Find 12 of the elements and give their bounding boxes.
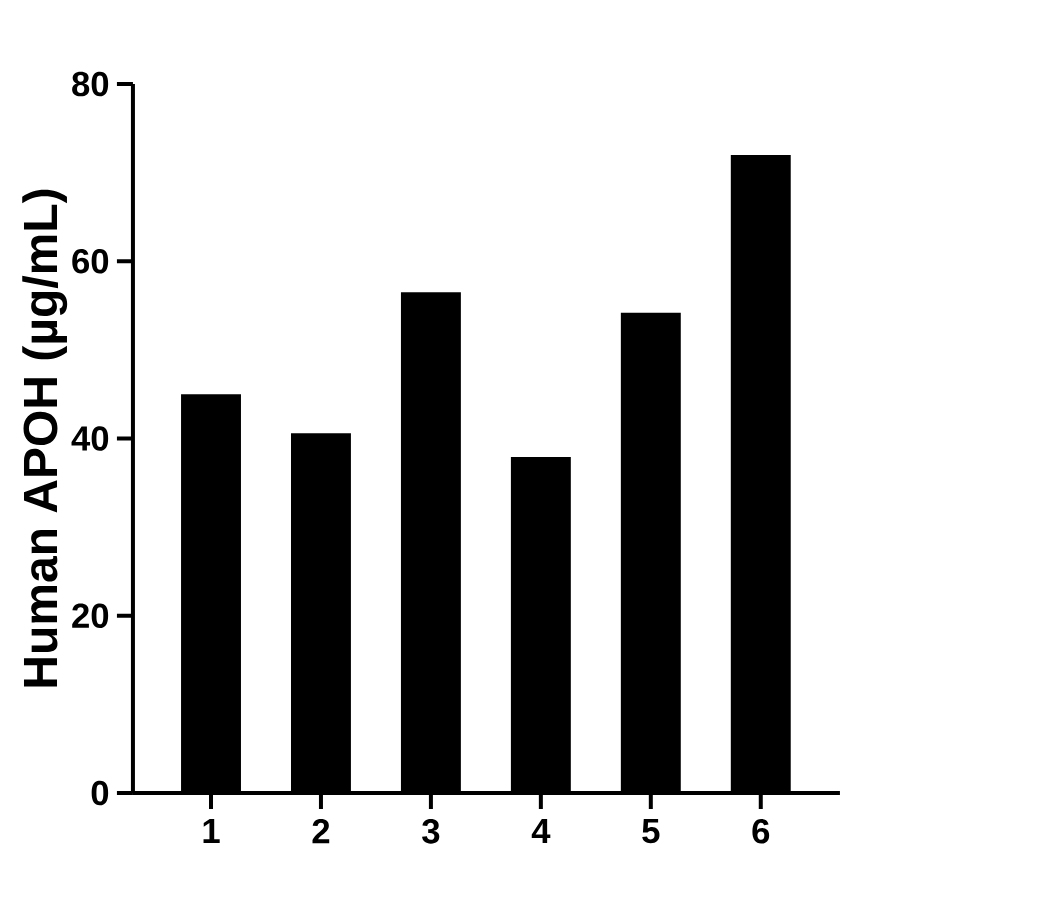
x-tick-label: 4	[531, 819, 551, 843]
x-tick-label: 6	[752, 819, 770, 844]
x-tick-label: 1	[203, 819, 220, 843]
x-tick-label: 5	[642, 819, 660, 844]
x-tick-label: 2	[312, 819, 330, 844]
y-tick-label: 40	[71, 426, 109, 451]
x-tick-label: 3	[422, 819, 440, 844]
y-axis-title: Human APOH (µg/mL)	[22, 189, 68, 687]
y-tick-label: 0	[91, 780, 109, 806]
y-tick-label: 60	[72, 248, 109, 274]
y-tick-label: 80	[72, 71, 109, 97]
y-tick-label: 20	[72, 603, 109, 629]
